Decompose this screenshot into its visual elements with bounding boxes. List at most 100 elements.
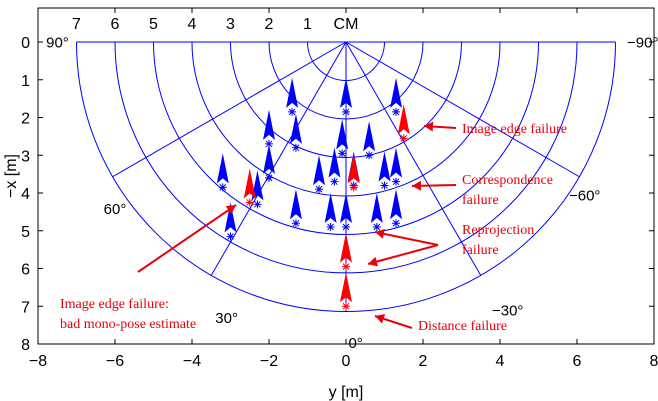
y-tick-label: 3 — [21, 148, 30, 165]
spoke-line — [210, 41, 347, 276]
heading-arrow — [263, 143, 275, 174]
pose-marker — [224, 202, 237, 241]
annotation-arrow — [374, 231, 439, 246]
ring-label: 6 — [111, 16, 120, 33]
x-tick-label: 8 — [650, 353, 658, 370]
heading-arrow — [363, 121, 376, 152]
heading-arrow — [286, 77, 299, 108]
pose-marker — [289, 189, 302, 228]
annotation-text: Distance failure — [418, 319, 507, 334]
x-axis-label: y [m] — [329, 384, 364, 401]
asterisk-marker — [342, 262, 350, 271]
asterisk-marker — [392, 219, 401, 228]
heading-arrow — [336, 119, 349, 150]
ring-label: 5 — [149, 16, 158, 33]
pose-marker — [289, 113, 302, 152]
heading-arrow — [340, 192, 352, 223]
spoke-line — [345, 41, 580, 178]
ring-label: 7 — [72, 16, 81, 33]
ring-labels: 7 6 5 4 3 2 1 CM — [72, 16, 358, 33]
heading-arrow — [390, 189, 403, 220]
asterisk-marker — [330, 177, 339, 186]
x-tick-label: −8 — [29, 353, 47, 370]
ring-label: 2 — [265, 16, 274, 33]
pose-marker — [324, 192, 337, 231]
annotation-text: failure — [462, 193, 499, 208]
heading-arrow — [390, 147, 403, 178]
heading-arrow — [324, 192, 337, 223]
pose-marker — [243, 168, 256, 207]
heading-arrow — [340, 77, 352, 108]
spoke-line — [345, 41, 482, 276]
pose-marker — [216, 153, 229, 192]
y-tick-label: 0 — [21, 35, 30, 52]
x-tick-label: −4 — [183, 353, 201, 370]
heading-arrow — [289, 189, 302, 220]
x-tick-label: 4 — [496, 353, 505, 370]
angle-label: 60° — [104, 201, 127, 218]
angle-label: 0° — [348, 335, 362, 352]
y-tick-label: 1 — [21, 73, 30, 90]
ring-label: CM — [334, 16, 359, 33]
asterisk-marker — [288, 107, 297, 116]
ring-label: 1 — [303, 16, 312, 33]
asterisk-marker — [342, 222, 350, 231]
ring-label: 3 — [226, 16, 235, 33]
asterisk-marker — [315, 185, 324, 194]
annotation-text: Image edge failure: — [60, 297, 169, 312]
pose-marker — [313, 155, 326, 194]
asterisk-marker — [291, 143, 300, 152]
x-tick-label: 0 — [342, 353, 351, 370]
asterisk-marker — [265, 173, 273, 182]
asterisk-marker — [338, 149, 347, 158]
annotation-text: failure — [462, 243, 499, 258]
angle-labels: 90° 60° 30° 0° −30° −60° −90° — [46, 35, 658, 352]
annotation-text: Image edge failure — [462, 122, 567, 137]
pose-marker — [390, 189, 403, 228]
x-tick-label: −6 — [106, 353, 124, 370]
ring-label: 4 — [188, 16, 197, 33]
heading-arrow — [216, 153, 229, 184]
annotation-arrowhead — [375, 228, 385, 239]
annotation-arrowhead — [225, 205, 236, 215]
pose-marker — [347, 153, 360, 192]
y-tick-label: 8 — [21, 337, 30, 354]
pose-marker — [328, 147, 341, 186]
annotation-text: Reprojection — [462, 223, 534, 238]
heading-arrow — [340, 272, 352, 303]
heading-arrow — [313, 155, 326, 186]
heading-arrow — [397, 104, 410, 135]
asterisk-marker — [372, 222, 381, 231]
asterisk-marker — [365, 151, 374, 160]
pose-marker — [336, 119, 349, 158]
x-axis-ticks: −8 −6 −4 −2 0 2 4 6 8 — [29, 8, 658, 370]
y-axis-label: −x [m] — [3, 154, 20, 198]
annotation-text: Correspondence — [462, 173, 553, 188]
heading-arrow — [390, 77, 403, 108]
y-tick-label: 7 — [21, 299, 30, 316]
heading-arrow — [340, 232, 352, 263]
asterisk-marker — [399, 134, 408, 143]
pose-markers — [216, 77, 410, 311]
heading-arrow — [328, 147, 341, 178]
y-axis-ticks: 0 1 2 3 4 5 6 7 8 — [21, 35, 654, 354]
pose-marker — [397, 104, 410, 143]
asterisk-marker — [245, 198, 254, 207]
heading-arrow — [263, 109, 275, 140]
pose-marker — [370, 192, 383, 231]
asterisk-marker — [342, 107, 350, 116]
angle-label: 30° — [215, 310, 238, 327]
heading-arrow — [289, 113, 302, 144]
asterisk-marker — [218, 183, 227, 192]
asterisk-marker — [342, 302, 350, 311]
annotation-arrowhead — [375, 314, 386, 324]
angle-label: 90° — [46, 35, 69, 52]
heading-arrow — [243, 168, 256, 199]
asterisk-marker — [349, 183, 358, 192]
angle-label: −30° — [492, 303, 523, 320]
x-tick-label: 6 — [573, 353, 582, 370]
pose-marker — [286, 77, 299, 116]
annotation-arrowhead — [368, 256, 378, 267]
heading-arrow — [370, 192, 383, 223]
